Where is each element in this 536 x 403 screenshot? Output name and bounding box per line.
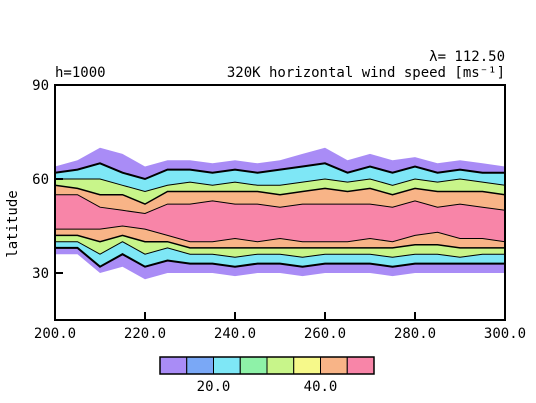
y-axis-label: latitude bbox=[5, 190, 21, 257]
axes: 200.0 220.0 240.0 260.0 280.0 300.0 90 60 30 bbox=[32, 78, 526, 342]
colorbar-swatch bbox=[213, 356, 241, 375]
chart-title: 320K horizontal wind speed [ms⁻¹] bbox=[227, 65, 505, 81]
x-tick-label: 280.0 bbox=[394, 326, 436, 342]
colorbar-label: 20.0 bbox=[197, 379, 231, 395]
plot-area bbox=[55, 147, 505, 280]
jet-band-50-contour bbox=[55, 194, 505, 243]
colorbar-swatch bbox=[320, 356, 348, 375]
colorbar-swatch bbox=[266, 356, 295, 375]
x-tick-label: 200.0 bbox=[34, 326, 76, 342]
colorbar-swatch bbox=[159, 356, 188, 375]
y-tick-label: 90 bbox=[32, 78, 49, 94]
x-tick-label: 300.0 bbox=[484, 326, 526, 342]
lambda-label: λ= 112.50 bbox=[429, 49, 505, 65]
y-tick-label: 60 bbox=[32, 172, 49, 188]
colorbar-swatch bbox=[346, 356, 375, 375]
x-tick-label: 260.0 bbox=[304, 326, 346, 342]
y-tick-label: 30 bbox=[32, 266, 49, 282]
colorbar-label: 40.0 bbox=[304, 379, 338, 395]
colorbar: 20.0 40.0 bbox=[159, 356, 375, 395]
contour-layer bbox=[55, 147, 505, 280]
colorbar-frame bbox=[159, 356, 375, 375]
x-tick-label: 220.0 bbox=[124, 326, 166, 342]
plot-frame bbox=[54, 84, 506, 321]
colorbar-swatch bbox=[293, 356, 321, 375]
colorbar-swatch bbox=[239, 356, 268, 375]
x-tick-label: 240.0 bbox=[214, 326, 256, 342]
height-label: h=1000 bbox=[55, 65, 106, 81]
colorbar-swatch bbox=[186, 356, 214, 375]
